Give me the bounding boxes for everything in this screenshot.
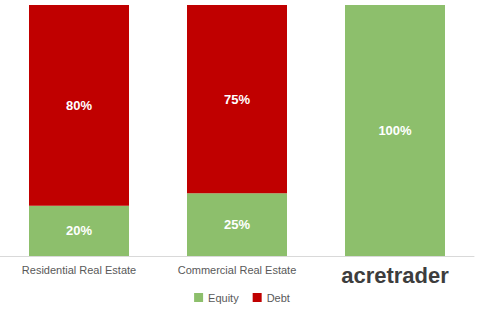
svg-text:20%: 20% <box>66 223 92 238</box>
svg-text:acretrader: acretrader <box>341 263 449 288</box>
svg-text:75%: 75% <box>224 92 250 107</box>
svg-text:Equity: Equity <box>208 292 239 304</box>
svg-text:Debt: Debt <box>267 292 290 304</box>
svg-text:100%: 100% <box>378 123 412 138</box>
svg-text:80%: 80% <box>66 98 92 113</box>
svg-text:Residential Real Estate: Residential Real Estate <box>22 264 136 276</box>
svg-text:25%: 25% <box>224 217 250 232</box>
svg-text:Commercial Real Estate: Commercial Real Estate <box>178 264 297 276</box>
